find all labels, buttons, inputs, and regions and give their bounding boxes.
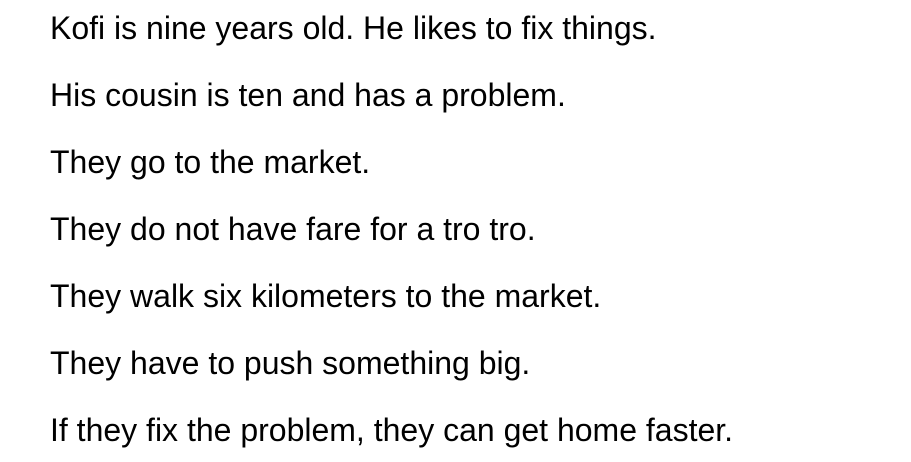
text-line-3: They go to the market.	[50, 144, 371, 180]
text-line-4: They do not have fare for a tro tro.	[50, 211, 536, 247]
text-line-5: They walk six kilometers to the market.	[50, 278, 602, 314]
text-line-6: They have to push something big.	[50, 345, 531, 381]
text-line-1: Kofi is nine years old. He likes to fix …	[50, 10, 657, 46]
text-line-7: If they fix the problem, they can get ho…	[50, 412, 734, 448]
text-line-2: His cousin is ten and has a problem.	[50, 77, 566, 113]
